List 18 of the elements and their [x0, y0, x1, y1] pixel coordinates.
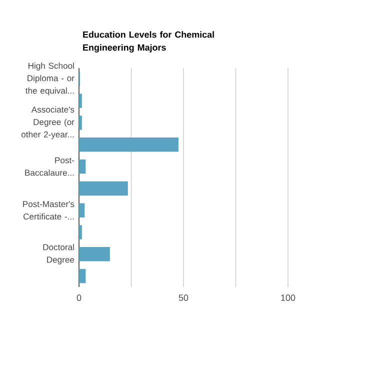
y-tick-label: Post-Master's Certificate -...	[23, 201, 74, 220]
bar	[79, 159, 86, 174]
chart-title: Education Levels for Chemical Engineering Majors	[83, 31, 214, 53]
bar	[79, 247, 110, 262]
y-tick-label: Doctoral Degree	[43, 244, 74, 264]
bar	[79, 181, 128, 196]
bar	[79, 116, 82, 130]
x-tick-label: 50	[178, 294, 188, 301]
x-tick-label: 0	[76, 294, 82, 301]
bar	[79, 138, 178, 152]
bar	[79, 268, 86, 284]
y-tick-label: High School Diploma - or the equival...	[26, 62, 74, 96]
bar	[79, 225, 82, 240]
y-tick-label: Post-Baccalaure...	[25, 157, 74, 176]
bar	[79, 94, 82, 108]
y-tick-label: Associate's Degree (or other 2-year...	[22, 106, 74, 140]
bar	[79, 203, 85, 218]
x-tick-label: 100	[281, 294, 296, 301]
